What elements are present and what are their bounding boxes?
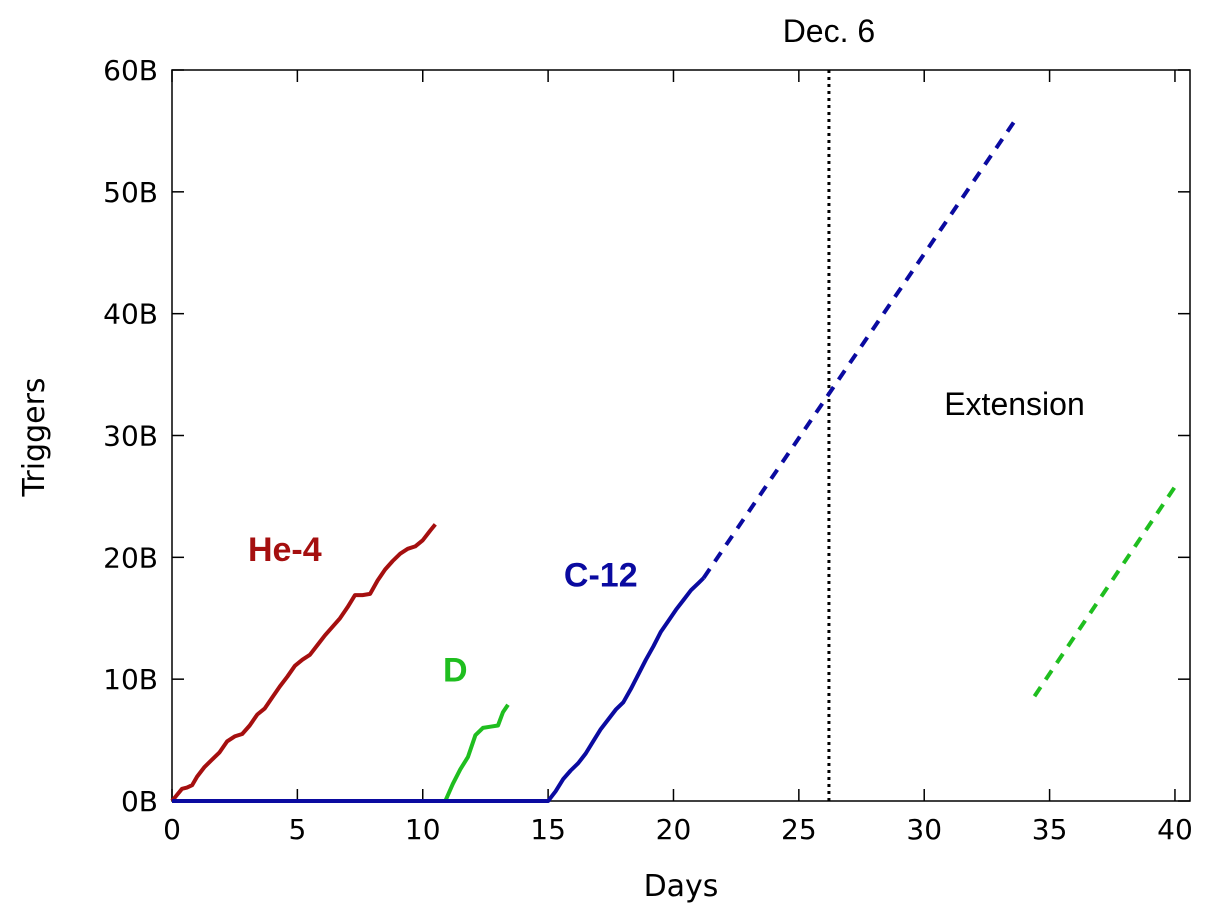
series-group (170, 120, 1177, 803)
series-line-he4 (170, 523, 437, 803)
series-line-c12-extension (701, 120, 1017, 580)
y-tick-label: 20B (103, 541, 158, 574)
y-tick-label: 60B (103, 54, 158, 87)
y-tick-label: 40B (103, 298, 158, 331)
date-marker-label: Dec. 6 (783, 13, 875, 49)
y-tick-label: 10B (103, 663, 158, 696)
annotation-extension: Extension (944, 386, 1085, 422)
y-tick-label: 30B (103, 420, 158, 453)
axis-ticks: 0 5 10 15 20 25 30 35 40 0B 10B 20B 30B 40B 50B 60B (103, 54, 1193, 846)
series-label-c12: C-12 (564, 557, 638, 595)
series-label-he4: He-4 (248, 531, 322, 569)
x-tick-label: 40 (1157, 813, 1193, 846)
series-labels: He-4 D C-12 (248, 531, 638, 690)
x-tick-label: 10 (405, 813, 441, 846)
series-line-d-extension (1032, 485, 1177, 698)
x-axis-title: Days (644, 869, 719, 904)
x-tick-label: 25 (781, 813, 817, 846)
y-tick-label: 0B (121, 785, 158, 818)
date-marker: Dec. 6 Extension (783, 13, 1085, 801)
series-line-c12 (172, 576, 705, 803)
x-tick-label: 35 (1032, 813, 1068, 846)
series-line-d (172, 703, 510, 803)
x-tick-label: 15 (530, 813, 566, 846)
x-tick-label: 0 (163, 813, 181, 846)
series-label-d: D (443, 652, 468, 690)
y-axis-title: Triggers (17, 377, 52, 497)
x-tick-label: 20 (656, 813, 692, 846)
x-tick-label: 5 (288, 813, 306, 846)
y-tick-label: 50B (103, 176, 158, 209)
x-tick-label: 30 (906, 813, 942, 846)
